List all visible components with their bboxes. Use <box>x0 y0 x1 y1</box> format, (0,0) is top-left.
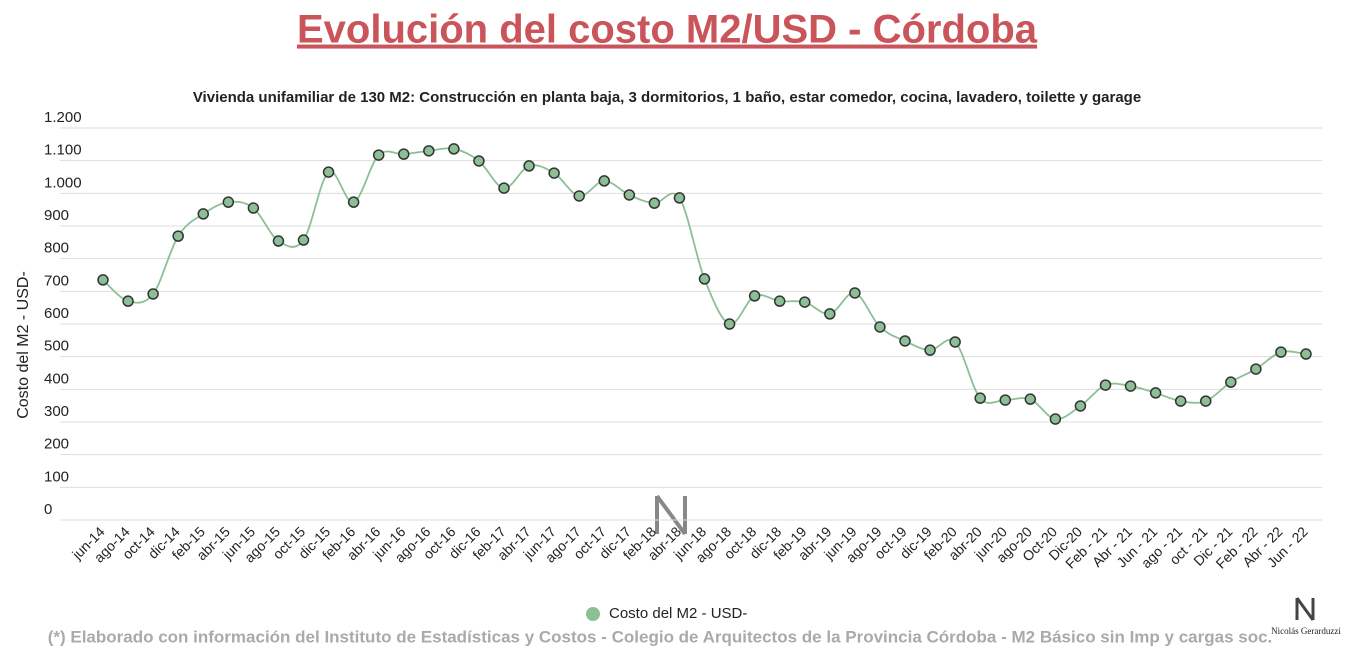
data-point <box>748 290 761 302</box>
y-tick-label: 1.200 <box>44 109 82 126</box>
data-point <box>1024 393 1037 405</box>
data-point <box>448 143 460 155</box>
data-point <box>222 196 235 208</box>
data-point <box>272 235 285 247</box>
data-point <box>1300 348 1312 360</box>
data-point <box>623 189 636 201</box>
y-tick-label: 1.000 <box>44 174 82 191</box>
data-point <box>723 318 736 330</box>
data-point <box>874 321 886 333</box>
footnote: (*) Elaborado con información del Instit… <box>48 627 1273 646</box>
data-point <box>899 335 911 347</box>
credit: Nicolás Gerarduzzi <box>1271 626 1341 636</box>
data-point <box>122 295 134 307</box>
data-point <box>322 166 335 178</box>
data-point <box>573 190 585 202</box>
data-point <box>247 202 260 214</box>
legend-swatch <box>586 607 600 621</box>
data-point <box>548 167 560 179</box>
data-point <box>673 192 686 204</box>
y-tick-label: 600 <box>44 305 69 322</box>
data-point <box>423 145 435 157</box>
y-tick-label: 100 <box>44 468 69 485</box>
data-point <box>498 182 510 194</box>
y-tick-label: 700 <box>44 272 69 289</box>
data-point <box>297 234 310 246</box>
y-tick-label: 200 <box>44 436 69 453</box>
data-point <box>974 392 986 404</box>
data-point <box>999 394 1011 406</box>
data-point <box>598 175 610 187</box>
data-point <box>924 344 936 356</box>
data-point <box>698 273 711 285</box>
data-point <box>473 155 485 167</box>
chart-title: Evolución del costo M2/USD - Córdoba <box>297 8 1038 52</box>
data-point <box>172 230 184 242</box>
data-point <box>398 148 410 160</box>
y-tick-label: 300 <box>44 403 69 420</box>
data-point <box>1275 346 1287 358</box>
legend-label: Costo del M2 - USD- <box>609 605 747 622</box>
data-point <box>799 296 811 308</box>
data-point <box>824 308 836 320</box>
data-point <box>147 288 159 300</box>
y-axis-label: Costo del M2 - USD- <box>15 271 32 419</box>
data-point <box>849 287 861 299</box>
data-point <box>372 149 385 161</box>
data-point <box>1124 380 1137 392</box>
logo <box>655 494 1315 621</box>
data-point <box>1149 387 1162 399</box>
data-point <box>773 295 786 307</box>
data-point <box>347 196 360 208</box>
y-tick-label: 400 <box>44 370 69 387</box>
data-point <box>1174 395 1187 407</box>
chart-subtitle: Vivienda unifamiliar de 130 M2: Construc… <box>193 89 1141 106</box>
data-point <box>1049 413 1062 425</box>
data-point <box>1250 363 1262 375</box>
y-tick-label: 900 <box>44 207 69 224</box>
y-tick-label: 1.100 <box>44 142 82 159</box>
data-point <box>1225 376 1237 388</box>
data-point <box>1099 379 1112 391</box>
data-point <box>949 336 961 348</box>
data-point <box>1074 400 1087 412</box>
y-tick-label: 800 <box>44 240 69 257</box>
y-tick-label: 500 <box>44 338 69 355</box>
data-point <box>523 160 535 172</box>
data-point <box>1200 395 1212 407</box>
data-point <box>97 274 109 286</box>
data-point <box>648 197 661 209</box>
y-tick-label: 0 <box>44 501 52 518</box>
data-point <box>197 208 209 220</box>
